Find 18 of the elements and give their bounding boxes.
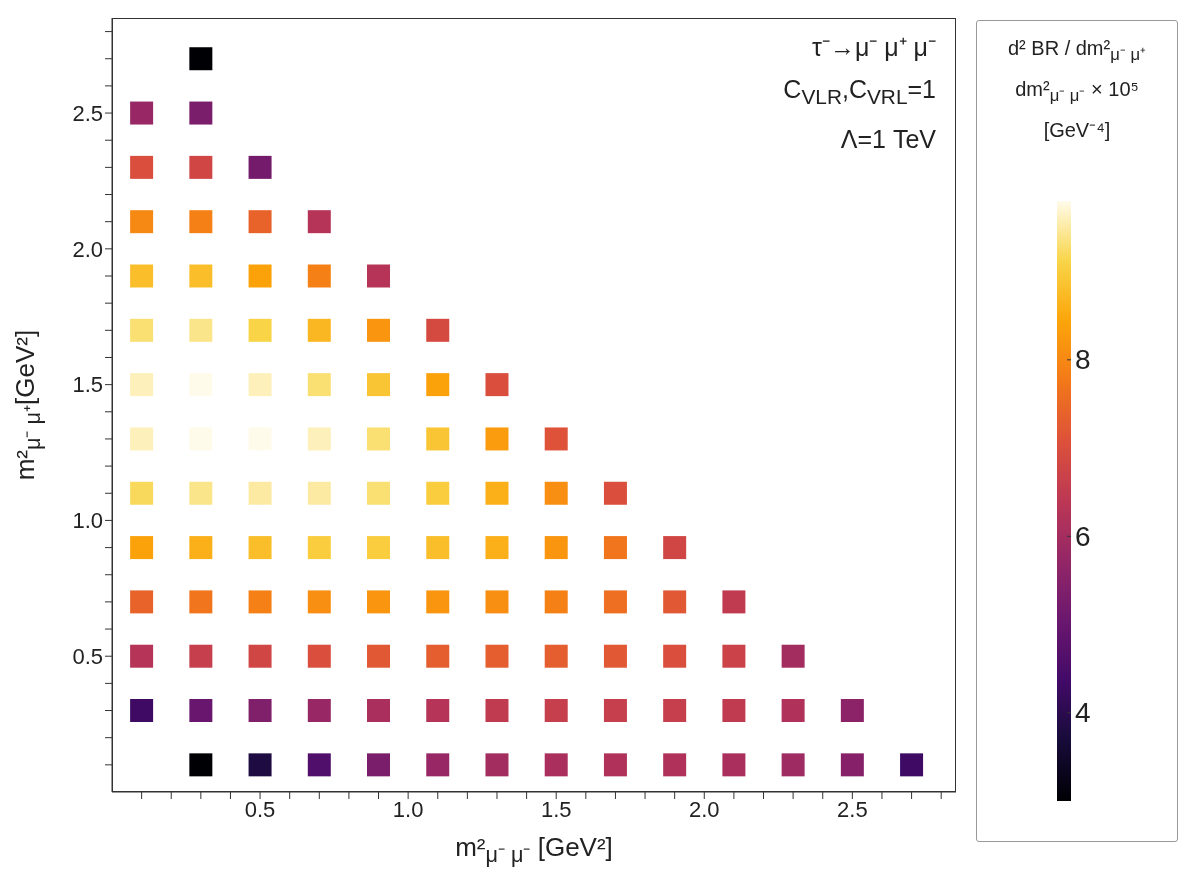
color-bar-label: 4 <box>1075 697 1091 729</box>
y-tick-label: 2.0 <box>72 236 103 262</box>
color-bar-label: 6 <box>1075 520 1091 552</box>
y-tick-label: 1.5 <box>72 372 103 398</box>
y-tick-label: 2.5 <box>72 100 103 126</box>
annotation: Λ=1 TeV <box>839 124 936 155</box>
annotation: C$_{VLR}$,C$_{VRL}$=1 <box>782 74 936 110</box>
color-bar-label: 8 <box>1075 344 1091 376</box>
x-tick-label: 1.0 <box>392 796 424 822</box>
y-tick-label: 0.5 <box>72 644 103 670</box>
annotation: τ⁻→μ⁻ μ⁺ μ⁻ <box>811 32 936 63</box>
x-tick-label: 2.0 <box>688 796 720 822</box>
text: d² BR / dm²$_{μ⁻ μ⁺}$ dm²$_{μ⁻ μ⁻}$ × 10⁵ [GeV⁻⁴] <box>1007 37 1147 141</box>
x-tick-label: 0.5 <box>244 796 276 822</box>
x-tick-label: 2.5 <box>837 796 868 822</box>
y-tick-label: 1.0 <box>72 508 103 534</box>
x-tick-label: 1.5 <box>540 796 572 822</box>
x-axis-title: m²$_{μ⁻ μ⁻}$ [GeV²] <box>454 832 614 869</box>
